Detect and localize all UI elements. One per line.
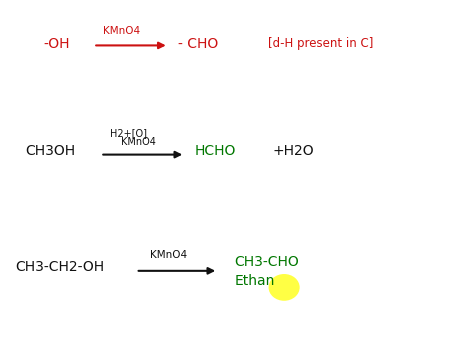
Ellipse shape [269, 274, 300, 301]
Text: H2+[O]: H2+[O] [110, 129, 147, 138]
Text: CH3-CHO: CH3-CHO [235, 255, 300, 269]
Text: -OH: -OH [44, 37, 70, 51]
Text: HCHO: HCHO [195, 144, 236, 158]
Text: KMnO4: KMnO4 [120, 137, 155, 147]
Text: Ethan: Ethan [235, 274, 275, 288]
Text: [d-H present in C]: [d-H present in C] [268, 37, 373, 50]
Text: - CHO: - CHO [178, 37, 219, 51]
Text: KMnO4: KMnO4 [150, 250, 187, 260]
Text: CH3-CH2-OH: CH3-CH2-OH [16, 260, 105, 274]
Text: KMnO4: KMnO4 [103, 26, 140, 36]
Text: +H2O: +H2O [273, 144, 314, 158]
Text: CH3OH: CH3OH [25, 144, 75, 158]
